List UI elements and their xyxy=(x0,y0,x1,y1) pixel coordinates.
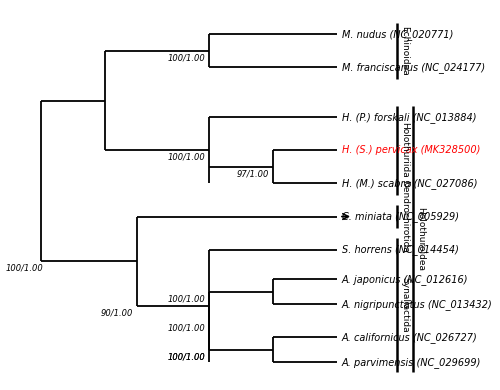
Text: Holothuriida: Holothuriida xyxy=(400,122,409,178)
Text: 97/1.00: 97/1.00 xyxy=(236,170,269,179)
Text: M. nudus (NC_020771): M. nudus (NC_020771) xyxy=(342,29,453,40)
Text: 100/1.00: 100/1.00 xyxy=(5,264,43,273)
Text: A. parvimensis (NC_029699): A. parvimensis (NC_029699) xyxy=(342,357,481,368)
Text: A. nigripunctatus (NC_013432): A. nigripunctatus (NC_013432) xyxy=(342,299,492,310)
Text: 90/1.00: 90/1.00 xyxy=(100,308,133,317)
Text: Echinoidea: Echinoidea xyxy=(400,26,409,76)
Text: A. japonicus (NC_012616): A. japonicus (NC_012616) xyxy=(342,274,468,285)
Text: 100/1.00: 100/1.00 xyxy=(167,153,205,162)
Text: 100/1.00: 100/1.00 xyxy=(167,353,205,362)
Text: H. (P.) forskali (NC_013884): H. (P.) forskali (NC_013884) xyxy=(342,112,476,122)
Text: 100/1.00: 100/1.00 xyxy=(167,294,205,303)
Text: C. miniata (NC_005929): C. miniata (NC_005929) xyxy=(342,211,459,222)
Text: H. (M.) scabra (NC_027086): H. (M.) scabra (NC_027086) xyxy=(342,178,477,189)
Text: H. (S.) pervicax (MK328500): H. (S.) pervicax (MK328500) xyxy=(342,145,480,155)
Text: S. horrens (NC_014454): S. horrens (NC_014454) xyxy=(342,244,458,255)
Text: 100/1.00: 100/1.00 xyxy=(167,353,205,362)
Text: M. franciscanus (NC_024177): M. franciscanus (NC_024177) xyxy=(342,62,485,73)
Text: 100/1.00: 100/1.00 xyxy=(167,324,205,333)
Text: A. californicus (NC_026727): A. californicus (NC_026727) xyxy=(342,332,477,343)
Text: Dendrochirotida: Dendrochirotida xyxy=(400,180,409,253)
Text: Holothuroidea: Holothuroidea xyxy=(416,207,425,271)
Text: Synallactida: Synallactida xyxy=(400,277,409,333)
Text: 100/1.00: 100/1.00 xyxy=(167,53,205,62)
